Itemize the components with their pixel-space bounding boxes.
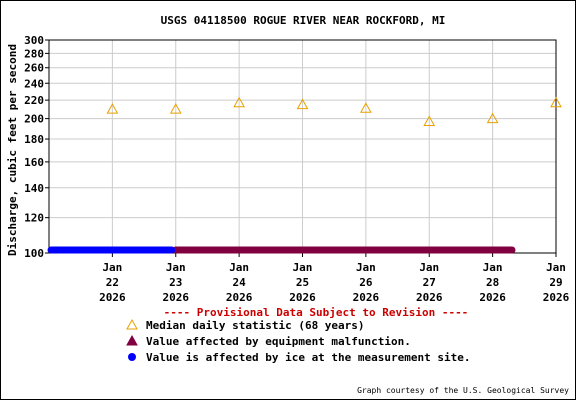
- x-axis-ticks: Jan 22 2026 Jan 23 2026 Jan 24 2026 Jan 25 2026 Jan 2…: [99, 253, 570, 304]
- x-tick-label: Jan: [166, 261, 186, 274]
- legend-label: Median daily statistic (68 years): [146, 319, 365, 332]
- y-tick-label: 200: [24, 113, 44, 126]
- y-tick-label: 220: [24, 94, 44, 107]
- x-tick-label: Jan: [102, 261, 122, 274]
- x-tick-label: Jan: [419, 261, 439, 274]
- median-point: [550, 96, 562, 108]
- y-tick-label: 100: [24, 247, 44, 260]
- median-point: [486, 112, 499, 124]
- x-tick-label: Jan: [483, 261, 503, 274]
- x-tick-label: 2026: [416, 291, 443, 304]
- data-series: [47, 96, 562, 254]
- legend-label: Value affected by equipment malfunction.: [146, 335, 411, 348]
- median-point: [169, 103, 182, 114]
- x-tick-label: Jan: [229, 261, 249, 274]
- x-tick-label: 2026: [289, 291, 316, 304]
- x-tick-label: 25: [296, 276, 309, 289]
- x-tick-label: 2026: [99, 291, 126, 304]
- provisional-note: ---- Provisional Data Subject to Revisio…: [164, 306, 469, 319]
- x-tick-label: 28: [486, 276, 499, 289]
- y-tick-label: 160: [24, 156, 44, 169]
- y-tick-label: 300: [24, 34, 44, 47]
- legend-ice-symbol: [128, 353, 136, 361]
- legend-label: Value is affected by ice at the measurem…: [146, 351, 471, 364]
- median-point: [106, 103, 119, 114]
- legend-equipment-symbol: [126, 334, 138, 346]
- median-point: [233, 96, 245, 108]
- y-tick-label: 120: [24, 212, 44, 225]
- x-tick-label: 2026: [226, 291, 253, 304]
- median-point: [360, 102, 372, 113]
- median-point: [296, 98, 309, 110]
- y-tick-label: 240: [24, 77, 44, 90]
- x-tick-label: 2026: [479, 291, 506, 304]
- y-tick-label: 180: [24, 133, 44, 146]
- y-tick-label: 260: [24, 62, 44, 75]
- chart-title: USGS 04118500 ROGUE RIVER NEAR ROCKFORD,…: [161, 14, 446, 27]
- x-tick-label: 22: [106, 276, 119, 289]
- x-tick-label: 24: [233, 276, 247, 289]
- x-tick-label: Jan: [546, 261, 566, 274]
- legend-median-symbol: [126, 318, 138, 330]
- x-tick-label: 27: [423, 276, 436, 289]
- x-tick-label: Jan: [356, 261, 376, 274]
- x-tick-label: 23: [169, 276, 182, 289]
- y-tick-label: 140: [24, 182, 44, 195]
- grid-lines: [49, 40, 557, 253]
- credit-text: Graph courtesy of the U.S. Geological Su…: [357, 386, 569, 395]
- median-point: [423, 115, 436, 127]
- x-tick-label: 29: [549, 276, 562, 289]
- y-tick-label: 280: [24, 47, 44, 60]
- legend: Median daily statistic (68 years) Value a…: [126, 318, 471, 364]
- x-tick-label: 2026: [353, 291, 380, 304]
- x-tick-label: 2026: [543, 291, 570, 304]
- x-tick-label: 2026: [163, 291, 190, 304]
- y-axis-label: Discharge, cubic feet per second: [6, 44, 19, 256]
- x-tick-label: 26: [359, 276, 373, 289]
- x-tick-label: Jan: [293, 261, 313, 274]
